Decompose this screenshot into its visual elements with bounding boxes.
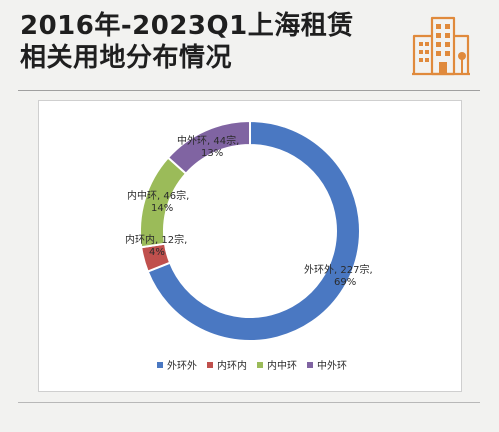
legend-label: 外环外	[167, 360, 197, 372]
data-label-middle-outer: 中外环, 44宗, 13%	[177, 134, 239, 159]
building-icon	[412, 16, 470, 76]
slice-middle-outer	[166, 119, 251, 176]
data-label-inner-middle: 内中环, 46宗, 14%	[127, 189, 189, 214]
legend-label: 中外环	[317, 359, 347, 372]
page-title: 2016年-2023Q1上海租赁 相关用地分布情况	[20, 10, 354, 74]
legend-swatch	[157, 362, 163, 368]
legend-item-middle-outer: 中外环	[307, 359, 347, 372]
title-line-1: 2016年-2023Q1上海租赁	[20, 11, 354, 41]
slice-outer	[146, 119, 361, 342]
legend-item-outer: 外环外	[157, 360, 197, 372]
legend-item-inner: 内环内	[207, 359, 247, 372]
data-label-outer: 外环外, 227宗, 69%	[304, 263, 373, 288]
title-line-2: 相关用地分布情况	[20, 43, 233, 73]
footer-divider	[18, 402, 480, 403]
legend-swatch	[207, 362, 213, 368]
chart-panel: 外环外, 227宗, 69% 内环内, 12宗, 4% 内中环, 46宗, 14% 中外环,…	[38, 100, 462, 392]
legend-swatch	[307, 362, 313, 368]
legend-swatch	[257, 362, 263, 368]
donut-chart: 外环外, 227宗, 69% 内环内, 12宗, 4% 内中环, 46宗, 14% 中外环,…	[125, 119, 373, 372]
header-divider	[18, 90, 480, 91]
data-label-inner: 内环内, 12宗, 4%	[125, 233, 187, 258]
legend-label: 内中环	[267, 359, 297, 372]
legend-label: 内环内	[217, 359, 247, 372]
legend-item-inner-middle: 内中环	[257, 359, 297, 372]
